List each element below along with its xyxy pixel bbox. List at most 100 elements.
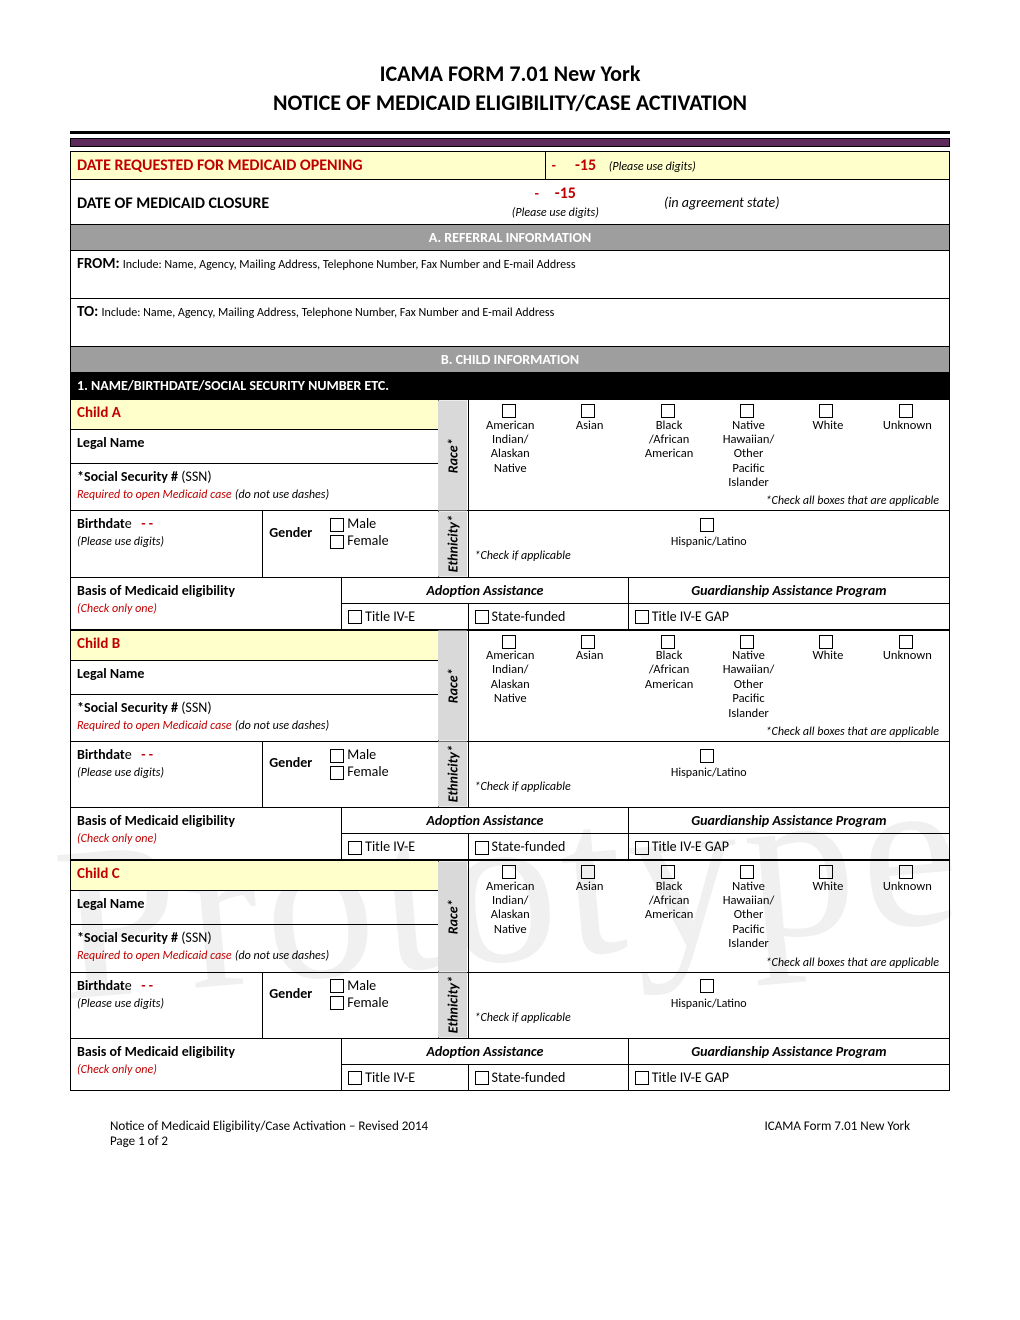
race-option[interactable]: Asian [550,404,629,490]
opt-title-iv-e[interactable]: Title IV-E [342,603,468,629]
ethnicity-option[interactable]: Hispanic/Latino [475,746,943,780]
birth-hint: (Please use digits) [77,997,164,1011]
legal-name-label: Legal Name [77,434,144,451]
opening-dash: - [552,157,556,174]
race-option[interactable]: Unknown [868,865,947,951]
race-option[interactable]: NativeHawaiian/OtherPacificIslander [709,865,788,951]
ssn-label: *Social Security # [77,699,178,716]
ssn-note: Required to open Medicaid case [77,719,232,733]
adopt-header: Adoption Assistance [342,808,629,834]
rule-top [70,131,950,134]
gender-male[interactable]: Male [330,515,388,532]
ssn-paren: (SSN) [181,699,211,716]
birth-label: Birthdat [77,515,125,532]
section-b-header: B. CHILD INFORMATION [71,347,950,373]
race-option[interactable]: White [788,404,867,490]
ethnicity-label: Ethnicity* [438,511,468,577]
basis-label: Basis of Medicaid eligibility [77,582,235,599]
footer-right: ICAMA Form 7.01 New York [765,1119,911,1149]
race-label: Race* [438,861,468,972]
birth-e: e [125,746,132,763]
ethnicity-option[interactable]: Hispanic/Latino [475,977,943,1011]
ethnicity-note: *Check if applicable [475,549,943,563]
birth-dashes: - - [141,746,153,763]
race-option[interactable]: Black/AfricanAmerican [629,635,708,721]
opening-hint: (Please use digits) [609,160,696,174]
to-label: TO: [77,303,98,321]
adopt-header: Adoption Assistance [342,577,629,603]
gender-female[interactable]: Female [330,994,388,1011]
opt-state-funded[interactable]: State-funded [468,834,628,860]
ethnicity-label: Ethnicity* [438,972,468,1038]
guard-header: Guardianship Assistance Program [628,808,949,834]
race-option[interactable]: AmericanIndian/AlaskanNative [471,404,550,490]
gender-female[interactable]: Female [330,763,388,780]
ssn-note: Required to open Medicaid case [77,949,232,963]
ethnicity-label: Ethnicity* [438,741,468,807]
race-option[interactable]: Unknown [868,635,947,721]
gender-label: Gender [269,524,312,541]
opt-title-iv-e[interactable]: Title IV-E [342,1064,468,1090]
closure-note: (in agreement state) [664,194,780,211]
ssn-note: Required to open Medicaid case [77,488,232,502]
race-option[interactable]: White [788,865,867,951]
ssn-paren: (SSN) [181,468,211,485]
basis-hint: (Check only one) [77,832,157,846]
opt-title-iv-e[interactable]: Title IV-E [342,834,468,860]
purple-bar-top [70,138,950,147]
legal-name-label: Legal Name [77,895,144,912]
opt-title-iv-e-gap[interactable]: Title IV-E GAP [628,834,949,860]
ssn-dash-note: (do not use dashes) [235,719,329,733]
ethnicity-option[interactable]: Hispanic/Latino [475,515,943,549]
race-note: *Check all boxes that are applicable [471,494,947,508]
race-option[interactable]: NativeHawaiian/OtherPacificIslander [709,635,788,721]
child-key: Child A [77,404,121,422]
ssn-label: *Social Security # [77,468,178,485]
race-option[interactable]: NativeHawaiian/OtherPacificIslander [709,404,788,490]
race-option[interactable]: Black/AfricanAmerican [629,404,708,490]
gender-female[interactable]: Female [330,532,388,549]
footer: Notice of Medicaid Eligibility/Case Acti… [70,1119,950,1149]
opening-value: -15 [575,156,596,175]
race-option[interactable]: Unknown [868,404,947,490]
birth-hint: (Please use digits) [77,535,164,549]
from-label: FROM: [77,255,120,273]
ssn-paren: (SSN) [181,929,211,946]
closure-label: DATE OF MEDICAID CLOSURE [77,194,269,213]
ssn-label: *Social Security # [77,929,178,946]
form-title-2: NOTICE OF MEDICAID ELIGIBILITY/CASE ACTI… [70,89,950,118]
race-note: *Check all boxes that are applicable [471,956,947,970]
race-option[interactable]: AmericanIndian/AlaskanNative [471,635,550,721]
guard-header: Guardianship Assistance Program [628,1038,949,1064]
race-option[interactable]: Asian [550,865,629,951]
child-key: Child B [77,635,120,653]
closure-dash: - [535,185,539,202]
form-table: DATE REQUESTED FOR MEDICAID OPENING - -1… [70,151,950,399]
birth-hint: (Please use digits) [77,766,164,780]
race-label: Race* [438,400,468,511]
gender-label: Gender [269,754,312,771]
gender-male[interactable]: Male [330,977,388,994]
birth-dashes: - - [141,977,153,994]
opt-title-iv-e-gap[interactable]: Title IV-E GAP [628,1064,949,1090]
opt-title-iv-e-gap[interactable]: Title IV-E GAP [628,603,949,629]
closure-hint: (Please use digits) [512,206,599,220]
gender-male[interactable]: Male [330,746,388,763]
form-title-1: ICAMA FORM 7.01 New York [70,60,950,89]
race-label: Race* [438,630,468,741]
birth-label: Birthdat [77,746,125,763]
adopt-header: Adoption Assistance [342,1038,629,1064]
race-option[interactable]: Asian [550,635,629,721]
opt-state-funded[interactable]: State-funded [468,1064,628,1090]
race-option[interactable]: White [788,635,867,721]
section-a-header: A. REFERRAL INFORMATION [71,225,950,251]
race-option[interactable]: Black/AfricanAmerican [629,865,708,951]
gender-label: Gender [269,985,312,1002]
race-option[interactable]: AmericanIndian/AlaskanNative [471,865,550,951]
basis-hint: (Check only one) [77,602,157,616]
opt-state-funded[interactable]: State-funded [468,603,628,629]
guard-header: Guardianship Assistance Program [628,577,949,603]
birth-e: e [125,977,132,994]
closure-value: -15 [555,184,576,203]
from-text: Include: Name, Agency, Mailing Address, … [123,258,576,272]
